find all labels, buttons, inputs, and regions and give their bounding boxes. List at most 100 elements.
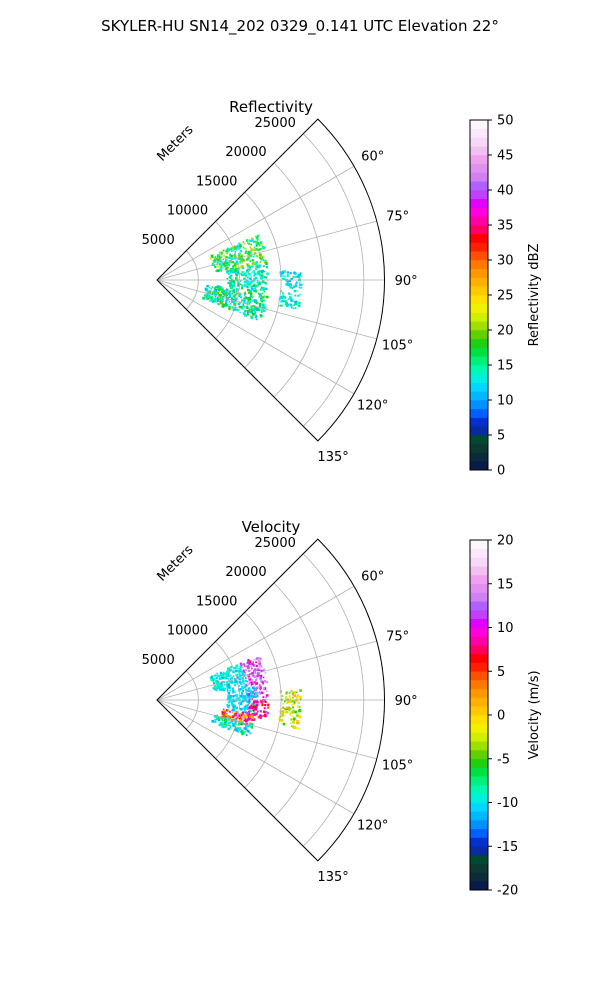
colorbar-tick-label: 0 — [497, 709, 505, 724]
echo-pixel — [260, 286, 263, 289]
colorbar-swatch — [470, 706, 488, 716]
echo-pixel — [214, 720, 217, 723]
echo-pixel — [254, 701, 257, 704]
colorbar-swatch — [470, 207, 488, 217]
echo-pixel — [238, 255, 241, 257]
echo-pixel — [249, 266, 252, 269]
echo-pixel — [225, 256, 228, 259]
echo-pixel — [220, 266, 223, 269]
echo-pixel — [292, 703, 295, 706]
echo-pixel — [257, 685, 260, 688]
echo-pixel — [218, 723, 221, 727]
echo-pixel — [255, 307, 258, 310]
echo-pixel — [280, 304, 283, 307]
colorbar-swatch — [470, 128, 488, 138]
echo-pixel — [245, 248, 247, 250]
echo-pixel — [235, 669, 238, 672]
echo-pixel — [213, 682, 215, 685]
echo-pixel — [232, 692, 234, 694]
echo-pixel — [232, 265, 235, 268]
echo-pixel — [225, 270, 229, 274]
echo-pixel — [246, 701, 249, 704]
colorbar-swatch — [470, 408, 488, 418]
echo-pixel — [254, 285, 256, 288]
echo-pixel — [238, 718, 241, 720]
echo-pixel — [235, 714, 237, 717]
echo-pixel — [255, 661, 257, 664]
echo-pixel — [252, 255, 255, 258]
echo-pixel — [244, 247, 246, 250]
echo-pixel — [291, 703, 293, 706]
echo-pixel — [211, 291, 215, 294]
echo-pixel — [257, 657, 260, 659]
echo-pixel — [291, 700, 294, 703]
echo-pixel — [227, 673, 230, 675]
echo-pixel — [235, 706, 239, 710]
echo-pixel — [244, 272, 247, 275]
echo-pixel — [288, 707, 292, 711]
echo-pixel — [283, 296, 287, 299]
echo-pixel — [243, 671, 246, 673]
echo-pixel — [228, 700, 232, 703]
echo-pixel — [242, 687, 244, 690]
echo-pixel — [217, 259, 220, 261]
echo-pixel — [250, 285, 253, 288]
echo-pixel — [263, 707, 266, 710]
echo-pixel — [290, 305, 293, 308]
echo-pixel — [250, 275, 252, 277]
echo-pixel — [229, 710, 231, 713]
echo-pixel — [236, 309, 239, 312]
echo-pixel — [259, 686, 262, 689]
echo-pixel — [212, 678, 216, 681]
echo-pixel — [261, 274, 264, 277]
echo-pixel — [233, 253, 236, 256]
echo-pixel — [282, 706, 285, 709]
echo-pixel — [238, 680, 242, 684]
echo-pixel — [289, 293, 291, 295]
colorbar-swatch — [470, 680, 488, 690]
echo-pixel — [295, 284, 298, 287]
echo-pixel — [238, 674, 242, 678]
echo-pixel — [289, 714, 291, 716]
echo-pixel — [290, 306, 293, 309]
echo-pixel — [252, 688, 255, 691]
echo-pixel — [244, 668, 248, 672]
echo-pixel — [285, 302, 288, 306]
echo-pixel — [259, 247, 262, 251]
echo-pixel — [233, 681, 235, 684]
colorbar-swatch — [470, 872, 488, 882]
echo-pixel — [247, 683, 250, 686]
echo-pixel — [250, 704, 253, 707]
echo-pixel — [219, 688, 221, 691]
echo-pixel — [244, 314, 247, 317]
azimuth-tick-label: 135° — [317, 870, 348, 885]
echo-pixel — [256, 255, 259, 258]
echo-pixel — [203, 297, 206, 300]
echo-pixel — [263, 710, 266, 713]
echo-pixel — [256, 669, 259, 672]
echo-pixel — [232, 689, 235, 693]
echo-pixel — [260, 244, 263, 247]
echo-pixel — [264, 701, 267, 703]
echo-pixel — [261, 257, 264, 260]
echo-pixel — [280, 295, 284, 298]
echo-pixel — [254, 692, 257, 695]
echo-pixel — [231, 297, 234, 301]
colorbar-tick-label: 40 — [497, 184, 514, 199]
echo-pixel — [227, 263, 230, 267]
echo-pixel — [216, 714, 218, 717]
colorbar-swatch — [470, 881, 488, 891]
echo-pixel — [251, 663, 254, 666]
echo-pixel — [231, 669, 233, 671]
echo-pixel — [292, 709, 295, 712]
echo-pixel — [262, 715, 264, 717]
echo-pixel — [244, 694, 248, 698]
echo-pixel — [253, 705, 256, 708]
echo-pixel — [247, 263, 250, 266]
echo-pixel — [224, 723, 228, 727]
echo-pixel — [251, 672, 254, 675]
echo-pixel — [251, 238, 254, 242]
echo-pixel — [255, 248, 258, 251]
echo-pixel — [281, 713, 285, 717]
echo-pixel — [253, 713, 257, 716]
